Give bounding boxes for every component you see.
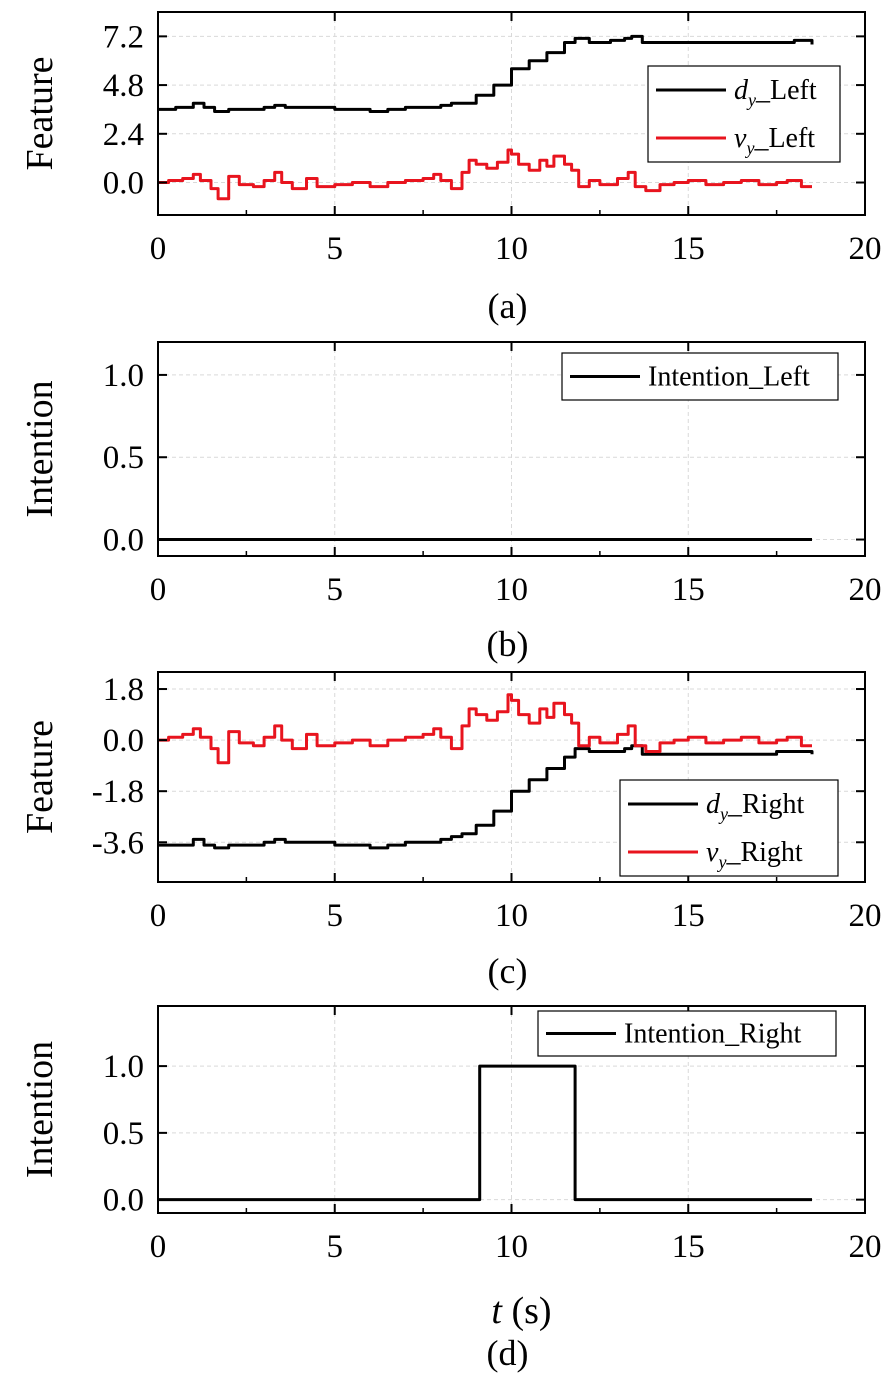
- x-tick-label: 15: [672, 231, 705, 267]
- x-tick-label: 0: [150, 231, 167, 267]
- legend-label: Intention_Right: [624, 1019, 802, 1050]
- legend-label: dy_Right: [706, 789, 804, 824]
- x-tick-label: 10: [495, 898, 528, 934]
- legend-rest: _Right: [725, 837, 802, 868]
- y-tick-label: 1.0: [103, 1049, 144, 1085]
- panel-label: (b): [487, 624, 529, 664]
- y-axis-title: Feature: [19, 57, 61, 171]
- x-tick-label: 0: [150, 898, 167, 934]
- y-tick-label: 4.8: [103, 68, 144, 104]
- panel-d: 0 5 10 15 20 1.0 0.5 0.0 Intention t (s)(d) Intent…: [19, 1005, 882, 1373]
- x-tick-label: 5: [327, 231, 344, 267]
- x-tick-label: 20: [849, 1229, 882, 1265]
- x-tick-label: 0: [150, 572, 167, 608]
- x-axis-title: t (s): [491, 1290, 551, 1332]
- y-tick-label: 0.0: [103, 723, 144, 759]
- y-axis-title: Feature: [19, 720, 61, 834]
- legend-var: v: [734, 123, 747, 154]
- panel-label: (c): [488, 951, 528, 991]
- y-tick-label: 0.0: [103, 523, 144, 559]
- legend: Intention_Right: [537, 1010, 837, 1057]
- legend-var: d: [734, 75, 749, 106]
- y-axis-title: Intention: [19, 1041, 61, 1178]
- x-tick-label: 15: [672, 898, 705, 934]
- y-tick-label: -1.8: [92, 774, 144, 810]
- legend-subscript: y: [716, 852, 726, 872]
- legend-rest: _Right: [727, 789, 804, 820]
- legend-box: [647, 65, 841, 163]
- legend-rest: _Left: [755, 75, 817, 106]
- series-line-v_y_Left: [158, 148, 812, 201]
- x-tick-label: 15: [672, 1229, 705, 1265]
- y-tick-label: 1.8: [103, 672, 144, 708]
- x-axis-var: t: [491, 1290, 503, 1332]
- series-line-d_y_Right: [158, 744, 814, 850]
- y-tick-label: 2.4: [103, 117, 144, 153]
- series-line-v_y_Right: [158, 693, 812, 765]
- legend-label: dy_Left: [734, 75, 817, 110]
- y-tick-label: 0.0: [103, 166, 144, 202]
- y-tick-label: -3.6: [92, 825, 144, 861]
- legend-var: d: [706, 789, 721, 820]
- y-tick-label: 0.0: [103, 1183, 144, 1219]
- legend-subscript: y: [746, 90, 756, 110]
- x-tick-label: 5: [327, 898, 344, 934]
- y-tick-label: 7.2: [103, 19, 144, 55]
- x-tick-label: 20: [849, 231, 882, 267]
- panel-c: 0 5 10 15 201.80.0-1.8-3.6Feature(c)dy_Right…: [19, 671, 882, 991]
- legend-label: vy_Left: [734, 123, 815, 158]
- series-line-Intention_Right: [158, 1064, 812, 1202]
- x-tick-label: 10: [495, 1229, 528, 1265]
- series-line-d_y_Left: [158, 34, 814, 113]
- x-tick-label: 20: [849, 572, 882, 608]
- legend-subscript: y: [744, 138, 754, 158]
- legend-subscript: y: [718, 804, 728, 824]
- legend-label: vy_Right: [706, 837, 803, 872]
- x-tick-label: 5: [327, 572, 344, 608]
- x-axis-unit: (s): [502, 1290, 552, 1332]
- y-tick-label: 0.5: [103, 440, 144, 476]
- legend-label: Intention_Left: [648, 362, 810, 393]
- x-tick-label: 20: [849, 898, 882, 934]
- panel-b: 0 5 10 15 20 1.0 0.5 0.0 Intention (b) Intention_L…: [19, 341, 882, 664]
- x-tick-label: 10: [495, 572, 528, 608]
- x-tick-label: 10: [495, 231, 528, 267]
- legend: Intention_Left: [561, 352, 839, 401]
- legend-rest: _Left: [753, 123, 815, 154]
- x-tick-label: 5: [327, 1229, 344, 1265]
- y-tick-label: 1.0: [103, 358, 144, 394]
- x-tick-label: 15: [672, 572, 705, 608]
- legend-box: [619, 779, 839, 877]
- panel-a: 0 5 10 15 207.24.82.40.0Feature(a)dy_Leftvy_…: [19, 11, 882, 326]
- y-axis-title: Intention: [19, 380, 61, 517]
- legend-var: v: [706, 837, 719, 868]
- panel-label: (a): [488, 286, 528, 326]
- panel-label: (d): [487, 1333, 529, 1373]
- y-tick-label: 0.5: [103, 1116, 144, 1152]
- x-tick-label: 0: [150, 1229, 167, 1265]
